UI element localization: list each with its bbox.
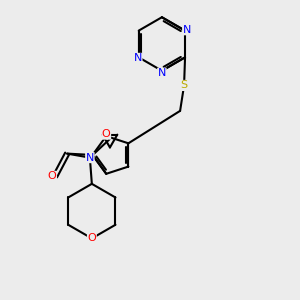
Text: S: S (181, 80, 188, 91)
Text: N: N (158, 68, 166, 78)
Text: N: N (183, 25, 191, 34)
Text: O: O (88, 233, 96, 243)
Text: N: N (183, 25, 191, 34)
Text: N: N (134, 53, 142, 63)
Text: O: O (48, 171, 56, 182)
Text: N: N (86, 153, 94, 163)
Text: O: O (102, 129, 111, 139)
